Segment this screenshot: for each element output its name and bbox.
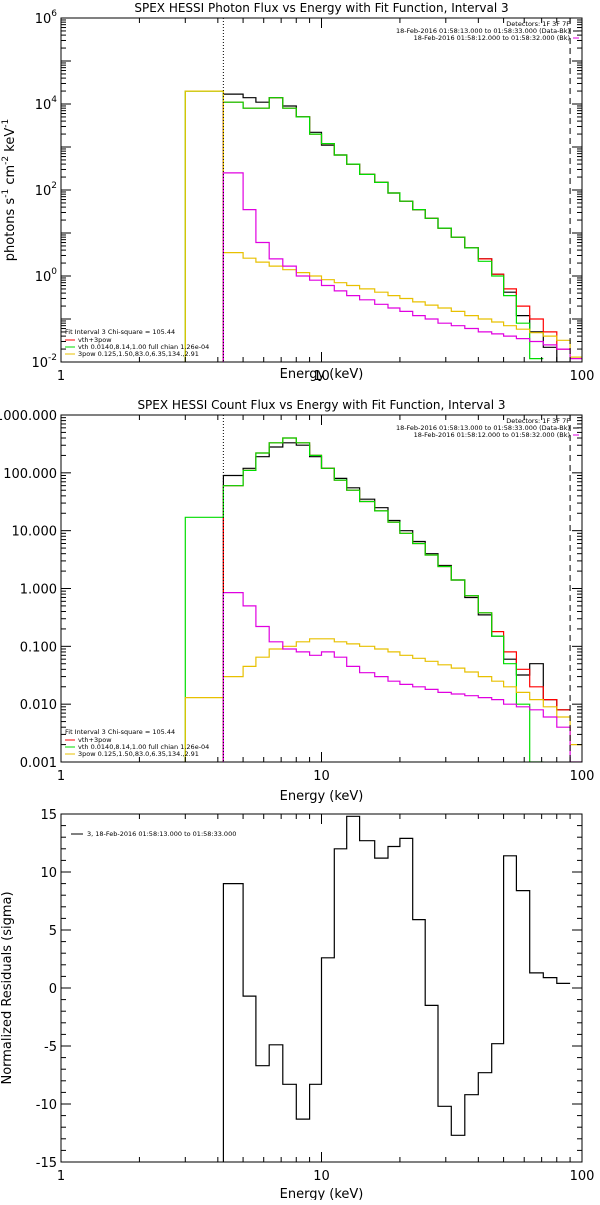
series-line-1 (222, 442, 571, 762)
legend-label: 3pow 0.125,1.50,83.0,6.35,134.,2.91 (78, 750, 199, 758)
y-axis-label: photons s-1 cm-2 keV-1 (1, 119, 18, 261)
legend-label: vth+3pow (78, 336, 112, 344)
info-label: 18-Feb-2016 01:58:12.000 to 01:58:32.000… (414, 34, 570, 42)
series-line-3 (184, 437, 544, 762)
legend-label: vth 0.0140,8.14,1.00 full chian 1.26e-04 (78, 343, 209, 351)
y-tick-label: 10 (40, 866, 57, 881)
info-label: 18-Feb-2016 01:58:13.000 to 01:58:33.000… (396, 424, 570, 432)
series-group (184, 90, 582, 362)
y-axis-label: Normalized Residuals (sigma) (0, 891, 15, 1084)
series-line-3 (184, 90, 544, 362)
x-tick-label: 1 (57, 769, 65, 784)
y-label-exponent: -1 (1, 189, 11, 198)
y-tick-label: 1.000 (20, 583, 57, 598)
y-tick-exponent: 0 (51, 267, 57, 277)
y-label-exponent: -2 (1, 156, 11, 165)
series-line-5 (222, 592, 582, 762)
y-label-part: cm (3, 165, 18, 189)
x-tick-label: 10 (313, 769, 330, 784)
panel-1: SPEX HESSI Photon Flux vs Energy with Fi… (1, 1, 594, 384)
y-tick-label: 10-2 (31, 353, 57, 371)
info-label: 18-Feb-2016 01:58:12.000 to 01:58:32.000… (414, 431, 570, 439)
x-tick-label: 1 (57, 1169, 65, 1184)
y-label-exponent: -1 (1, 119, 11, 128)
y-tick-label: 100 (35, 267, 58, 285)
y-tick-label: 106 (35, 9, 58, 27)
y-tick-label: 10.000 (12, 525, 58, 540)
x-axis-label: Energy (keV) (280, 367, 364, 382)
series-line-2 (222, 97, 571, 362)
x-tick-label: 100 (570, 769, 595, 784)
legend-title: Fit Interval 3 Chi-square = 105.44 (65, 328, 175, 336)
y-tick-label: -5 (44, 1040, 57, 1055)
series-line-4 (184, 90, 582, 362)
x-axis-label: Energy (keV) (280, 789, 364, 804)
info-label: Detectors: 1F 3F 7F (506, 20, 570, 28)
y-tick-label: 0.100 (20, 640, 57, 655)
y-tick-label: 1000.000 (0, 409, 57, 424)
x-tick-label: 100 (570, 1169, 595, 1184)
series-group (222, 815, 571, 1162)
legend-title: Fit Interval 3 Chi-square = 105.44 (65, 728, 175, 736)
series-line-1 (222, 815, 571, 1162)
y-tick-label: 104 (35, 95, 58, 113)
y-tick-label: 102 (35, 181, 57, 199)
y-tick-label: 0.010 (20, 698, 57, 713)
series-line-4 (184, 638, 582, 762)
y-tick-label: -15 (36, 1156, 57, 1171)
legend-label: vth 0.0140,8.14,1.00 full chian 1.26e-04 (78, 743, 209, 751)
y-label-part: photons s (3, 198, 18, 262)
x-axis-label: Energy (keV) (280, 1187, 364, 1200)
series-line-5 (222, 172, 582, 362)
legend-label: vth+3pow (78, 736, 112, 744)
chart-title: SPEX HESSI Count Flux vs Energy with Fit… (137, 398, 505, 412)
plot-frame (60, 17, 583, 363)
y-tick-label: 100.000 (3, 467, 57, 482)
y-tick-label: 5 (49, 924, 57, 939)
x-tick-label: 100 (570, 369, 595, 384)
chart-title: SPEX HESSI Photon Flux vs Energy with Fi… (134, 1, 508, 15)
y-tick-label: 15 (40, 808, 57, 823)
y-tick-exponent: 4 (51, 95, 57, 105)
panel-2: SPEX HESSI Count Flux vs Energy with Fit… (0, 398, 594, 804)
series-line-2 (222, 437, 571, 762)
y-tick-exponent: -2 (48, 353, 57, 363)
x-tick-label: 1 (57, 369, 65, 384)
y-label-part: keV (3, 128, 18, 156)
legend-label: 3pow 0.125,1.50,83.0,6.35,134.,2.91 (78, 350, 199, 358)
x-tick-label: 10 (313, 369, 330, 384)
y-tick-label: 0 (49, 982, 57, 997)
y-tick-label: 0.001 (20, 756, 57, 771)
x-tick-label: 10 (313, 1169, 330, 1184)
info-label: 18-Feb-2016 01:58:13.000 to 01:58:33.000… (396, 27, 570, 35)
y-tick-label: -10 (36, 1098, 57, 1113)
info-label: Detectors: 1F 3F 7F (506, 417, 570, 425)
series-group (184, 437, 582, 762)
y-tick-exponent: 6 (51, 9, 57, 19)
legend-label: 3, 18-Feb-2016 01:58:13.000 to 01:58:33.… (87, 830, 236, 838)
y-tick-exponent: 2 (51, 181, 57, 191)
panel-3: 1 10 100 Energy (keV) 15 10 5 0 -5 -10 -15 Normaliz… (0, 808, 595, 1202)
